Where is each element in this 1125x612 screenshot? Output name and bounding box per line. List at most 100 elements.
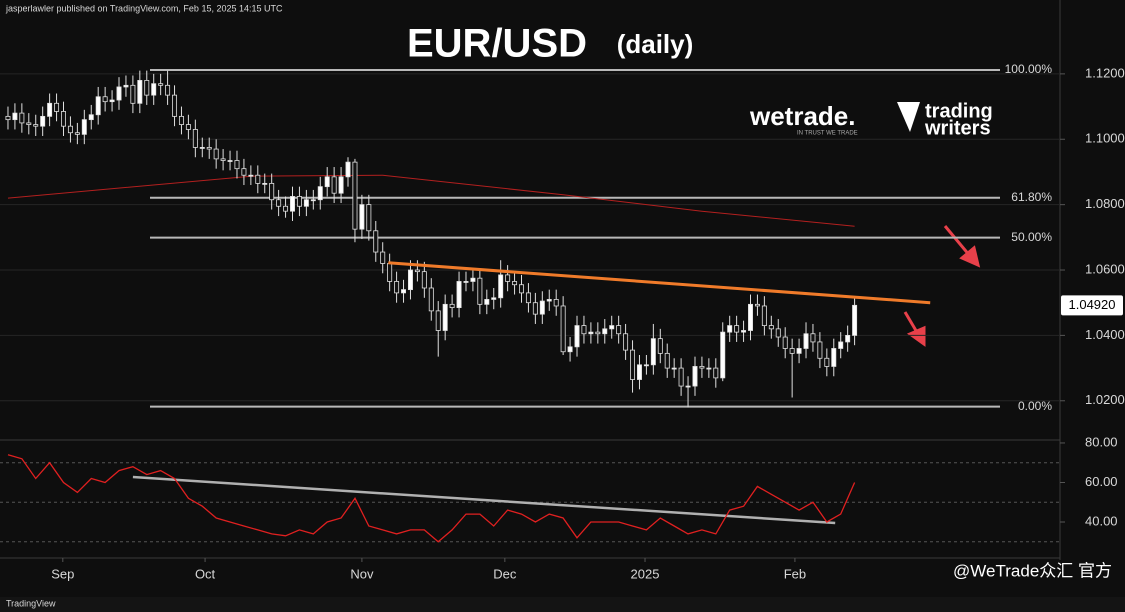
candle-body [657, 338, 663, 354]
candle-body [310, 199, 316, 202]
candle-body [630, 349, 636, 380]
candle-body [442, 303, 448, 331]
candle-body [151, 83, 157, 96]
candle-body [206, 147, 212, 150]
candle-body [33, 124, 39, 127]
candle-body [484, 299, 490, 305]
candle-body [296, 196, 302, 207]
candle-body [650, 338, 656, 366]
x-tick-label: Dec [493, 566, 517, 581]
candle-body [532, 302, 538, 315]
candle-body [95, 96, 101, 116]
candle-body [574, 325, 580, 348]
candle-body [67, 125, 73, 134]
candle-body [54, 102, 60, 112]
y-tick-label: 40.00 [1085, 513, 1118, 528]
candle-body [713, 367, 719, 379]
candle-body [623, 333, 629, 351]
candle-body [137, 80, 143, 104]
candle-body [130, 84, 136, 104]
candle-body [470, 277, 476, 282]
candle-body [761, 305, 767, 326]
candle-body [234, 160, 240, 170]
y-tick-label: 60.00 [1085, 474, 1118, 489]
candle-body [796, 348, 802, 354]
candle-body [81, 119, 87, 135]
candle-body [643, 364, 649, 367]
candle-body [505, 274, 511, 282]
candle-body [61, 111, 66, 127]
candle-body [213, 148, 219, 160]
candle-body [185, 124, 191, 130]
candle-body [595, 331, 601, 335]
candle-body [546, 299, 552, 302]
candle-body [838, 341, 844, 349]
candle-body [498, 274, 504, 299]
brand-tagline: IN TRUST WE TRADE [797, 131, 858, 137]
trendline [388, 261, 931, 305]
candle-body [394, 281, 400, 294]
candle-body [567, 346, 573, 353]
candle-body [734, 325, 740, 333]
watermark: @WeTrade众汇 官方 [953, 561, 1112, 580]
partner-logo: trading [925, 100, 993, 122]
candle-body [512, 281, 518, 286]
candle-body [178, 115, 184, 125]
y-tick-label: 1.12000 [1085, 65, 1125, 80]
candle-body [852, 304, 858, 336]
candle-body [775, 328, 781, 338]
candle-body [373, 230, 379, 253]
candle-body [317, 186, 323, 201]
candle-body [401, 289, 407, 294]
candle-body [477, 277, 483, 305]
candle-body [123, 84, 129, 88]
candle-body [720, 331, 726, 379]
candle-body [74, 132, 80, 135]
x-tick-label: Oct [195, 566, 216, 581]
y-tick-label: 1.02000 [1085, 392, 1125, 407]
y-tick-label: 1.10000 [1085, 131, 1125, 146]
last-price-box [1061, 295, 1123, 316]
candle-body [817, 341, 823, 359]
candle-body [449, 303, 455, 309]
candle-body [428, 287, 434, 312]
candle-body [831, 348, 837, 367]
candle-body [636, 364, 642, 380]
moving-average [7, 174, 855, 227]
candle-body [845, 334, 851, 343]
candle-body [102, 96, 108, 103]
brand-logo: wetrade. [749, 101, 856, 131]
y-tick-label: 1.04000 [1085, 327, 1125, 342]
candle-body [519, 284, 524, 294]
footer-bar [0, 597, 1125, 612]
candle-body [387, 263, 393, 282]
partner-logo: writers [924, 117, 991, 139]
y-tick-label: 80.00 [1085, 434, 1118, 449]
candle-body [754, 303, 760, 307]
candle-body [824, 357, 830, 367]
partner-icon [897, 102, 920, 132]
chart-subtitle: (daily) [617, 29, 694, 59]
candle-body [283, 205, 289, 212]
candle-body [803, 333, 809, 349]
rsi-trendline [132, 475, 836, 525]
candle-body [699, 366, 705, 369]
candle-body [276, 199, 282, 207]
candle-body [421, 271, 427, 289]
candle-body [609, 325, 615, 330]
candle-body [463, 281, 469, 283]
x-tick-label: Nov [350, 566, 374, 581]
footer-brand: TradingView [6, 598, 56, 608]
candle-body [435, 310, 441, 331]
byline: jasperlawler published on TradingView.co… [5, 3, 283, 13]
candle-body [706, 367, 712, 370]
candle-body [539, 300, 545, 315]
candle-body [602, 328, 608, 335]
candle-body [782, 336, 788, 349]
candle-body [172, 94, 178, 117]
x-tick-label: Feb [784, 566, 806, 581]
candle-body [553, 299, 559, 307]
candle-body [407, 269, 413, 291]
